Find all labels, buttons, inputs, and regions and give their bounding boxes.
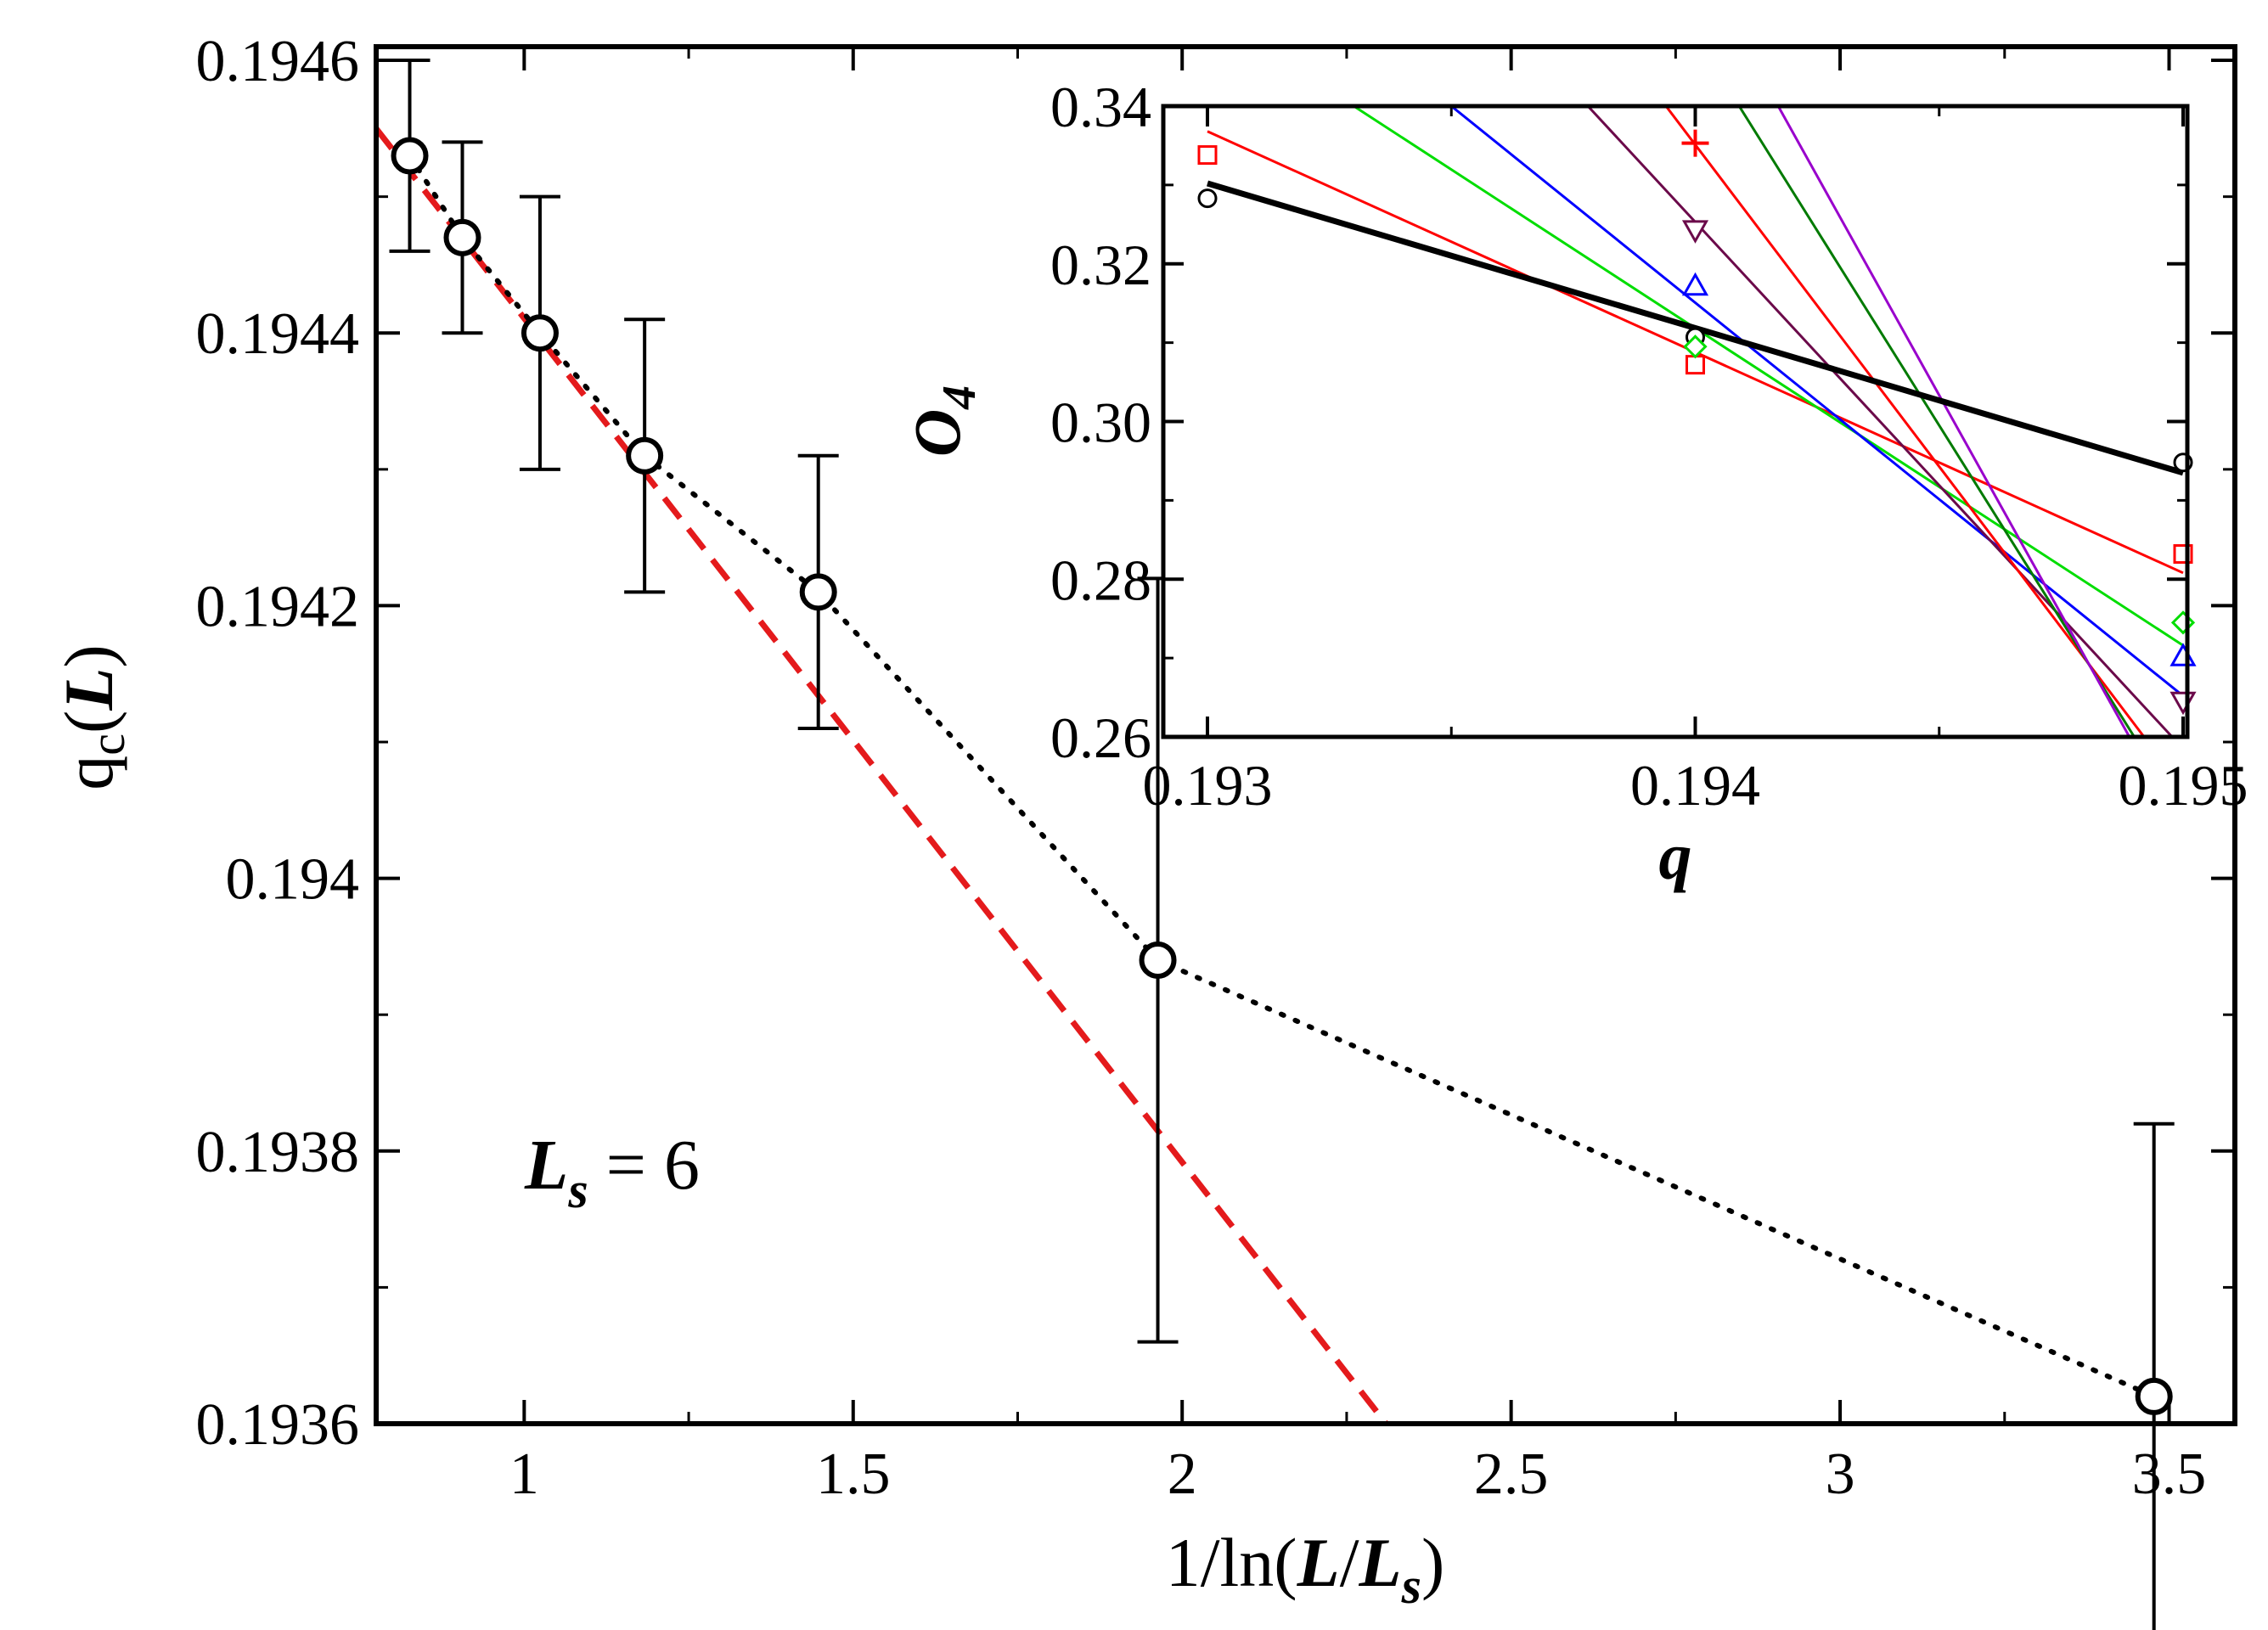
main-x-tick-label: 1.5 [816,1442,891,1507]
circle-marker [1197,188,1218,209]
inset-tick-labels: 0.193 0.194 0.195 0.26 0.28 0.30 0.32 0.34 [1050,75,2248,818]
data-point [2135,1377,2173,1415]
main-plot-frame [374,44,2237,1426]
inset-y-tick-label: 0.28 [1050,548,1151,612]
data-point [626,436,664,475]
inset-plot-frame [1161,104,2190,739]
inset-series-line [1776,106,2131,737]
inset-y-tick-label: 0.34 [1050,75,1151,139]
data-point [799,573,837,611]
triangle-down-marker [1681,220,1709,244]
square-marker [1686,355,1705,375]
main-y-tick-label: 0.1936 [196,1392,360,1458]
main-y-tick-label: 0.1944 [196,301,360,367]
data-point [391,137,429,175]
inset-y-tick-label: 0.32 [1050,233,1151,297]
inset-plot-area [1197,106,2197,737]
main-x-tick-label: 2.5 [1474,1442,1549,1507]
square-marker [1197,145,1218,166]
main-x-axis-label: 1/ln(L/Ls) [1166,1524,1445,1614]
diamond-marker [1683,334,1708,359]
main-tick-labels: 1 1.5 2 2.5 3 3.5 0.1936 0.1938 0.194 0.1942 0.194… [196,29,2207,1507]
data-point [443,218,481,256]
inset-y-tick-label: 0.26 [1050,705,1151,770]
main-x-tick-label: 1 [509,1442,539,1507]
main-y-tick-label: 0.1946 [196,29,360,94]
inset-x-tick-label: 0.195 [2119,753,2248,818]
main-plot-area [374,59,2175,1630]
inset-series-line [1737,106,2136,737]
inset-series-line [1450,106,2184,697]
data-point [521,314,559,352]
main-y-axis-label: qc(L) [50,644,135,790]
inset-series-line [1587,106,2175,737]
main-y-tick-label: 0.1938 [196,1120,360,1185]
main-x-tick-label: 3 [1826,1442,1855,1507]
ls-annotation: Ls = 6 [524,1126,700,1218]
inset-x-tick-label: 0.193 [1143,753,1273,818]
inset-x-tick-label: 0.194 [1630,753,1760,818]
inset-x-axis-label: q [1659,819,1692,893]
inset-series-line [1664,106,2146,737]
inset-series-line [1353,106,2184,647]
main-y-tick-label: 0.1942 [196,574,360,639]
inset-y-axis-label: O4 [900,385,986,457]
main-x-tick-label: 3.5 [2132,1442,2207,1507]
main-x-tick-label: 2 [1168,1442,1197,1507]
inset-y-tick-label: 0.30 [1050,391,1151,455]
triangle-up-marker [1681,272,1709,296]
data-point [1139,941,1177,979]
main-y-tick-label: 0.194 [226,847,360,913]
